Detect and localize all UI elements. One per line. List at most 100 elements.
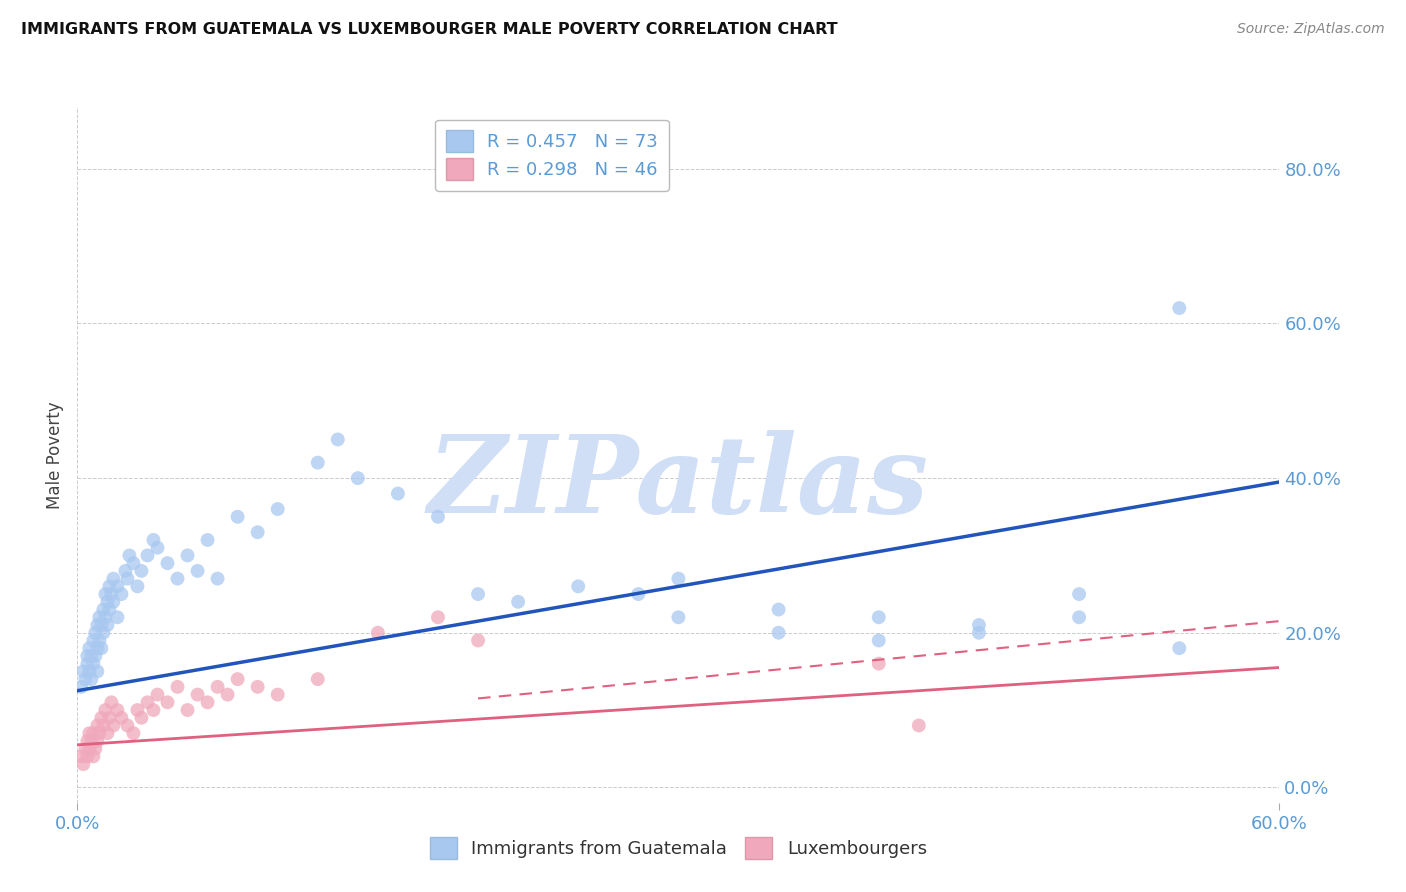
Point <box>146 541 169 555</box>
Point <box>82 726 104 740</box>
Point <box>76 657 98 671</box>
Point <box>103 595 125 609</box>
Point <box>89 610 111 624</box>
Point <box>82 633 104 648</box>
Point <box>93 718 115 732</box>
Point <box>82 657 104 671</box>
Legend: Immigrants from Guatemala, Luxembourgers: Immigrants from Guatemala, Luxembourgers <box>419 827 938 871</box>
Point <box>84 625 107 640</box>
Point <box>118 549 141 563</box>
Point <box>86 641 108 656</box>
Point <box>668 572 690 586</box>
Point <box>217 688 239 702</box>
Point <box>114 564 136 578</box>
Point <box>1069 610 1091 624</box>
Point <box>79 665 101 679</box>
Point <box>326 433 349 447</box>
Point <box>146 688 169 702</box>
Point <box>94 703 117 717</box>
Point <box>103 718 125 732</box>
Point <box>94 610 117 624</box>
Point <box>75 672 97 686</box>
Point <box>1168 641 1191 656</box>
Point <box>96 618 118 632</box>
Point <box>246 680 269 694</box>
Point <box>107 703 129 717</box>
Point <box>226 509 249 524</box>
Point <box>207 680 229 694</box>
Point <box>467 633 489 648</box>
Point <box>908 718 931 732</box>
Point <box>226 672 249 686</box>
Point <box>75 741 97 756</box>
Point <box>122 556 145 570</box>
Point <box>166 680 188 694</box>
Point <box>127 703 149 717</box>
Point <box>347 471 370 485</box>
Point <box>122 726 145 740</box>
Point <box>156 556 179 570</box>
Point <box>427 509 450 524</box>
Point <box>207 572 229 586</box>
Point <box>93 625 115 640</box>
Point <box>79 726 101 740</box>
Point <box>1069 587 1091 601</box>
Y-axis label: Male Poverty: Male Poverty <box>46 401 65 508</box>
Point <box>187 564 209 578</box>
Point <box>86 665 108 679</box>
Point <box>70 680 93 694</box>
Point <box>107 579 129 593</box>
Point <box>117 718 139 732</box>
Point <box>98 711 121 725</box>
Point <box>103 572 125 586</box>
Point <box>100 587 122 601</box>
Point <box>267 688 290 702</box>
Point <box>967 618 990 632</box>
Point <box>868 657 890 671</box>
Text: IMMIGRANTS FROM GUATEMALA VS LUXEMBOURGER MALE POVERTY CORRELATION CHART: IMMIGRANTS FROM GUATEMALA VS LUXEMBOURGE… <box>21 22 838 37</box>
Point <box>156 695 179 709</box>
Point <box>127 579 149 593</box>
Point <box>131 711 153 725</box>
Point <box>107 610 129 624</box>
Point <box>197 695 219 709</box>
Point <box>79 741 101 756</box>
Point <box>100 695 122 709</box>
Point <box>89 633 111 648</box>
Text: Source: ZipAtlas.com: Source: ZipAtlas.com <box>1237 22 1385 37</box>
Point <box>307 672 329 686</box>
Point <box>131 564 153 578</box>
Point <box>76 648 98 663</box>
Point <box>98 602 121 616</box>
Point <box>80 672 103 686</box>
Point <box>136 549 159 563</box>
Point <box>176 703 198 717</box>
Point <box>868 610 890 624</box>
Text: ZIPatlas: ZIPatlas <box>427 430 929 536</box>
Point <box>967 625 990 640</box>
Point <box>176 549 198 563</box>
Point <box>142 703 165 717</box>
Point <box>94 587 117 601</box>
Point <box>387 486 409 500</box>
Point <box>79 641 101 656</box>
Point <box>142 533 165 547</box>
Point <box>117 572 139 586</box>
Point <box>82 749 104 764</box>
Point <box>89 726 111 740</box>
Point <box>187 688 209 702</box>
Point <box>768 602 790 616</box>
Point <box>86 618 108 632</box>
Point <box>80 734 103 748</box>
Point <box>508 595 530 609</box>
Point <box>86 734 108 748</box>
Point <box>367 625 389 640</box>
Point <box>90 641 112 656</box>
Point <box>90 618 112 632</box>
Point <box>166 572 188 586</box>
Point <box>98 579 121 593</box>
Point <box>72 757 94 772</box>
Point <box>868 633 890 648</box>
Point <box>197 533 219 547</box>
Point <box>427 610 450 624</box>
